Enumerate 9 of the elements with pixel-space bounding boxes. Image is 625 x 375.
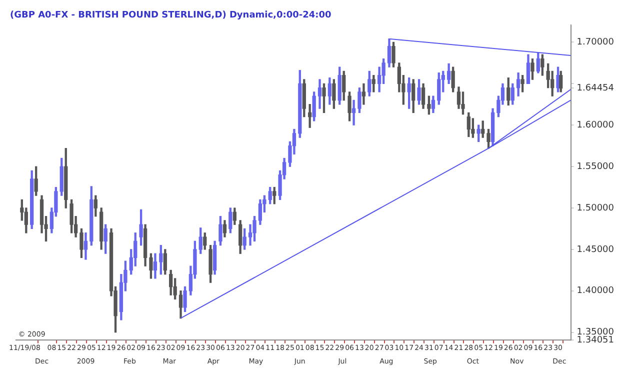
y-tick-label: 1.40000 xyxy=(576,286,614,296)
y-tick-label: 1.55000 xyxy=(576,162,614,172)
y-tick-label: 1.45000 xyxy=(576,244,614,255)
y-tick-label: 1.50000 xyxy=(576,203,614,214)
y-tick-label: 1.34051 xyxy=(576,336,614,346)
y-tick-label: 1.60000 xyxy=(576,120,614,130)
chart-title: (GBP A0-FX - BRITISH POUND STERLING,D) Dynamic,0:00-24:00 xyxy=(10,10,332,21)
y-tick-label: 1.64454 xyxy=(576,84,614,94)
y-tick-label: 1.70000 xyxy=(576,38,614,48)
